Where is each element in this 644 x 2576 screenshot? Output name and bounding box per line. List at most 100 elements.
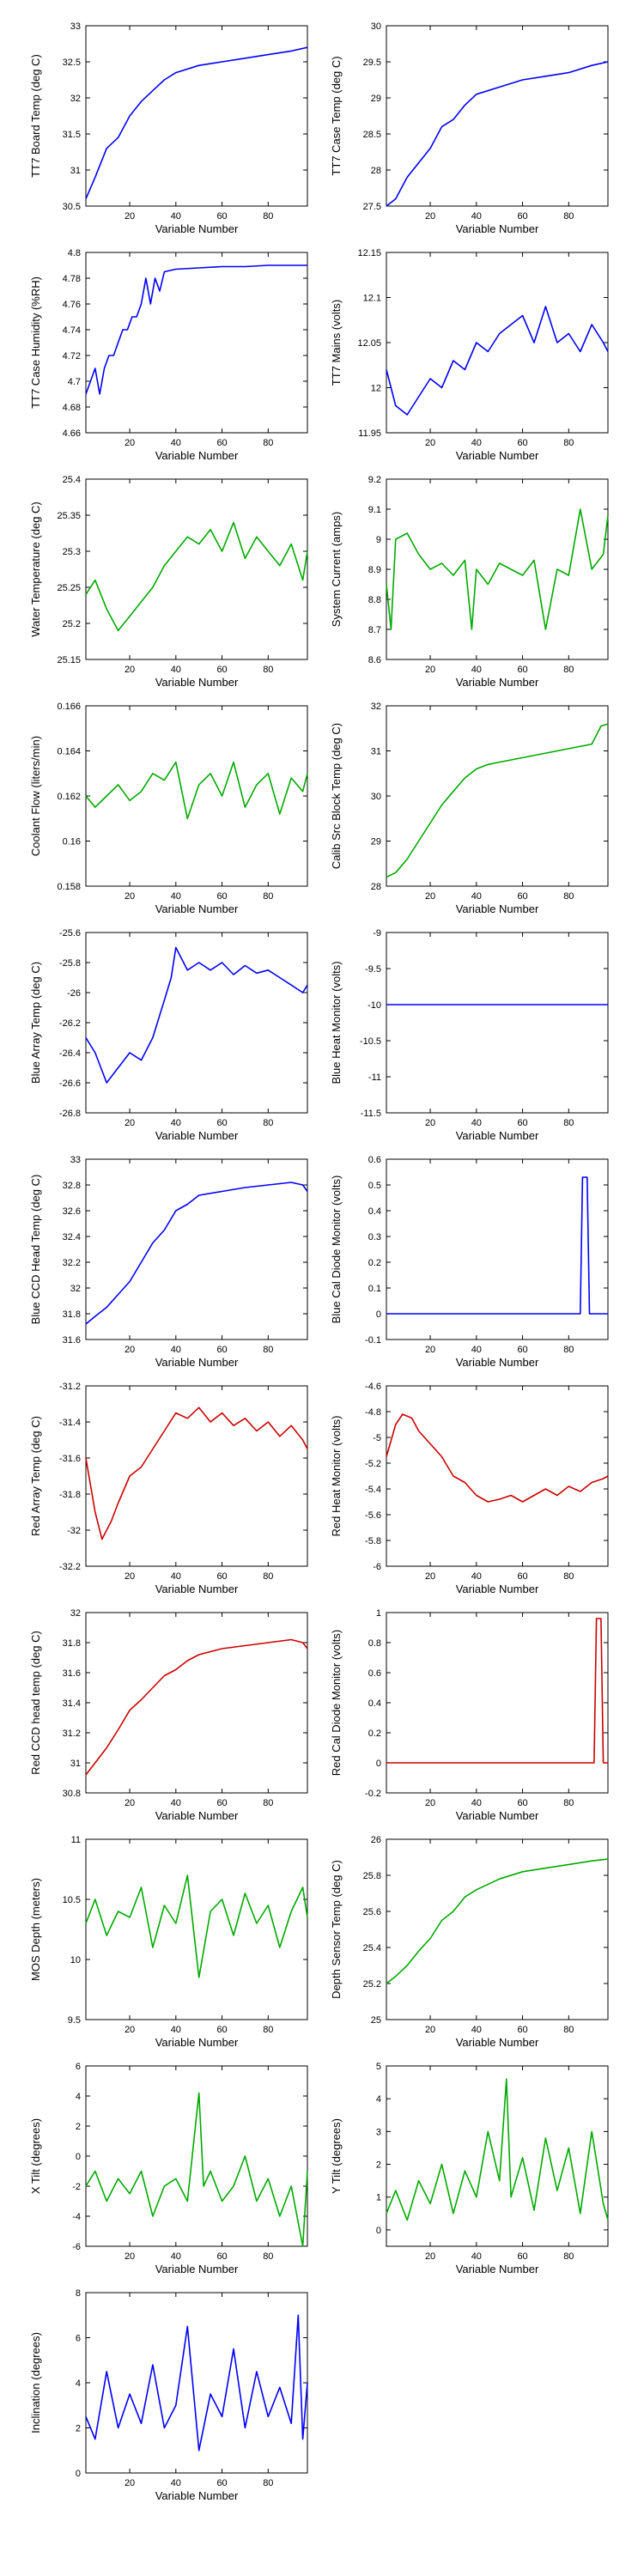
x-axis-label: Variable Number	[456, 1129, 539, 1142]
plot-frame	[386, 705, 609, 887]
plot-frame	[386, 2065, 609, 2247]
y-tick-label: 8.9	[368, 565, 381, 575]
chart-panel-21: 0 2 4 6 8 20 40 60 80 Variable Number Inclination …	[29, 2288, 308, 2502]
y-tick-label: -5.4	[365, 1485, 381, 1495]
x-tick-label: 80	[563, 2251, 574, 2262]
y-tick-label: -6	[72, 2242, 81, 2252]
y-tick-label: -25.8	[59, 958, 81, 969]
x-axis-label: Variable Number	[456, 222, 539, 235]
x-axis-label: Variable Number	[456, 2036, 539, 2049]
series-line	[386, 508, 609, 630]
y-tick-label: 9	[376, 535, 381, 545]
y-axis-label: Red CCD head temp (deg C)	[29, 1631, 42, 1775]
plot-frame	[386, 1385, 609, 1567]
y-tick-label: 29	[371, 837, 381, 848]
series-line	[386, 1858, 609, 1984]
chart-panel-4: 11.95 12 12.05 12.1 12.15 20 40 60 80 Variable Nu…	[330, 248, 609, 462]
y-tick-label: 4.7	[68, 377, 81, 387]
y-tick-label: 8.6	[368, 655, 381, 665]
plot-frame	[386, 932, 609, 1114]
y-tick-label: 0	[376, 1759, 381, 1769]
x-tick-label: 60	[216, 891, 227, 902]
chart-panel-19: -6 -4 -2 0 2 4 6 20 40 60 80 Variable Number X Tilt …	[29, 2062, 308, 2275]
x-tick-label: 40	[471, 891, 482, 902]
series-line	[85, 1874, 308, 1978]
series-line	[386, 306, 609, 416]
y-tick-label: 4.66	[63, 428, 81, 439]
y-tick-label: 25.2	[63, 619, 81, 629]
y-tick-label: 27.5	[363, 202, 381, 212]
x-tick-label: 40	[171, 211, 181, 222]
y-tick-label: 29.5	[363, 58, 381, 68]
y-tick-label: -9	[373, 928, 381, 939]
y-tick-label: 31.6	[63, 1335, 81, 1346]
y-axis-label: Calib Src Block Temp (deg C)	[330, 723, 343, 869]
y-tick-label: 8.7	[368, 625, 381, 635]
y-tick-label: -4.8	[365, 1407, 381, 1418]
x-axis-label: Variable Number	[155, 676, 239, 689]
y-tick-label: 8	[76, 2288, 81, 2299]
chart-panel-14: -6 -5.8 -5.6 -5.4 -5.2 -5 -4.8 -4.6 20 40 60 80 Vari…	[330, 1382, 609, 1595]
y-tick-label: 0	[376, 1309, 381, 1320]
x-tick-label: 80	[263, 2478, 273, 2488]
x-tick-label: 20	[125, 665, 135, 675]
series-line	[85, 2092, 308, 2247]
y-tick-label: -4.6	[365, 1382, 381, 1392]
x-tick-label: 40	[171, 438, 181, 448]
y-axis-label: TT7 Case Humidity (%RH)	[29, 276, 42, 409]
y-tick-label: -26.6	[59, 1078, 81, 1089]
y-tick-label: 0.158	[57, 882, 81, 892]
x-axis-label: Variable Number	[155, 449, 239, 462]
y-tick-label: 32	[70, 1608, 81, 1619]
x-tick-label: 20	[425, 891, 435, 902]
y-tick-label: 29	[371, 94, 381, 104]
chart-panel-7: 0.158 0.16 0.162 0.164 0.166 20 40 60 80 Variable…	[29, 702, 308, 915]
chart-panel-1: 30.5 31 31.5 32 32.5 33 20 40 60 80 Variable Numbe…	[29, 21, 308, 235]
plot-frame	[386, 1838, 609, 2020]
y-tick-label: -25.6	[59, 928, 81, 939]
plot-frame	[386, 478, 609, 660]
y-tick-label: 31.8	[63, 1638, 81, 1649]
x-tick-label: 60	[517, 891, 527, 902]
chart-panel-9: -26.8 -26.6 -26.4 -26.2 -26 -25.8 -25.6 20 40 60 8…	[29, 928, 308, 1142]
plot-frame	[85, 478, 308, 660]
y-tick-label: 25.35	[57, 511, 81, 521]
x-axis-label: Variable Number	[155, 1583, 239, 1595]
x-axis-label: Variable Number	[155, 2263, 239, 2275]
plot-frame	[85, 932, 308, 1114]
x-tick-label: 60	[216, 1118, 227, 1128]
x-tick-label: 80	[263, 891, 273, 902]
y-tick-label: 26	[371, 1835, 381, 1845]
y-tick-label: -26	[67, 988, 81, 999]
x-axis-label: Variable Number	[155, 1356, 239, 1369]
chart-panel-5: 25.15 25.2 25.25 25.3 25.35 25.4 20 40 60 80 Varia…	[29, 475, 308, 689]
x-tick-label: 20	[125, 211, 135, 222]
y-tick-label: 11.95	[358, 428, 381, 439]
y-tick-label: 4	[76, 2092, 81, 2102]
y-tick-label: 0.5	[368, 1181, 381, 1191]
y-axis-label: Blue CCD Head Temp (deg C)	[29, 1175, 42, 1325]
y-axis-label: Depth Sensor Temp (deg C)	[330, 1860, 343, 1999]
x-tick-label: 80	[263, 1345, 273, 1355]
chart-panel-15: 30.8 31 31.2 31.4 31.6 31.8 32 20 40 60 80 Variable…	[29, 1608, 308, 1822]
y-axis-label: MOS Depth (meters)	[29, 1878, 42, 1981]
y-tick-label: -5	[373, 1433, 381, 1443]
y-tick-label: 0.3	[368, 1232, 381, 1242]
y-tick-label: -5.8	[365, 1536, 381, 1546]
x-tick-label: 40	[471, 211, 482, 222]
y-tick-label: 25.25	[57, 583, 81, 593]
x-tick-label: 80	[263, 438, 273, 448]
y-tick-label: -11	[368, 1072, 381, 1083]
y-tick-label: 33	[70, 1155, 81, 1165]
x-axis-label: Variable Number	[456, 676, 539, 689]
x-tick-label: 80	[263, 1118, 273, 1128]
series-line	[386, 1176, 608, 1315]
y-tick-label: 10	[70, 1955, 81, 1965]
x-tick-label: 80	[263, 1798, 273, 1808]
x-tick-label: 80	[563, 1345, 574, 1355]
x-tick-label: 20	[125, 1345, 135, 1355]
y-tick-label: 4	[76, 2379, 81, 2389]
chart-panel-2: 27.5 28 28.5 29 29.5 30 20 40 60 80 Variable Numbe…	[330, 21, 609, 235]
series-line	[85, 2314, 308, 2451]
y-tick-label: 25.15	[57, 655, 81, 665]
